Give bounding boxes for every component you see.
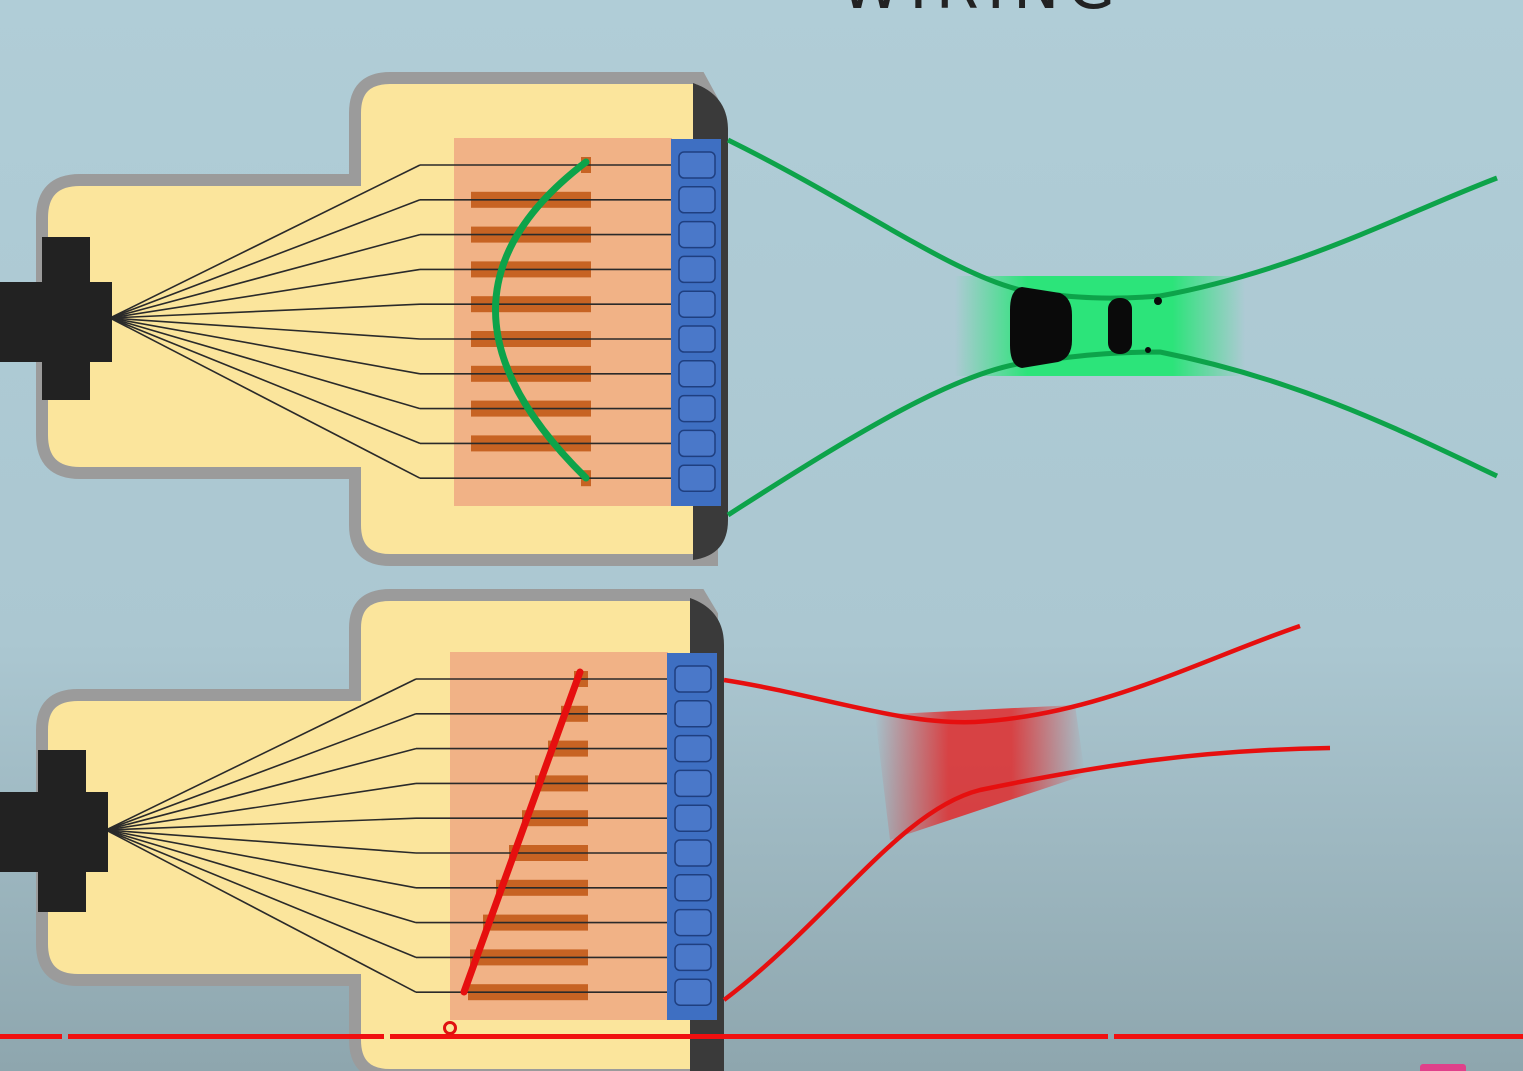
- progress-segment-1[interactable]: [0, 1034, 62, 1039]
- pin-contact: [678, 325, 716, 353]
- contacts-top: [678, 151, 716, 492]
- progress-segment-2[interactable]: [68, 1034, 384, 1039]
- fan-wire: [109, 317, 421, 445]
- fan-wire: [105, 817, 417, 831]
- pin-contact: [674, 700, 712, 728]
- diagram-title: WIRING: [840, 0, 1140, 18]
- pin-contact: [674, 804, 712, 832]
- fan-wire: [105, 829, 417, 959]
- fan-wire: [109, 303, 421, 319]
- pin-contact: [674, 734, 712, 763]
- pin-contact: [674, 769, 712, 798]
- pin-contact: [674, 665, 712, 693]
- fan-wire: [109, 317, 421, 340]
- crimp-sleeve-large: [1010, 287, 1072, 368]
- pin-contact: [674, 839, 712, 867]
- cable-boot-top: [0, 237, 112, 400]
- contacts-bottom: [674, 665, 712, 1006]
- pin-contact: [674, 978, 712, 1006]
- progress-segment-3[interactable]: [390, 1034, 1108, 1039]
- corner-badge-icon: [1420, 1064, 1466, 1071]
- connector-top: [0, 72, 728, 566]
- pair-arc-green: [492, 158, 590, 482]
- fan-wire: [109, 268, 421, 319]
- settings-marker-icon[interactable]: [443, 1021, 457, 1035]
- crimp-dot-lower: [1145, 347, 1151, 353]
- pin-contact: [678, 360, 716, 388]
- pin-contact: [678, 429, 716, 458]
- fan-wire: [109, 317, 421, 479]
- progress-segment-4[interactable]: [1114, 1034, 1523, 1039]
- pin-contact: [678, 464, 716, 492]
- fan-wire: [105, 829, 417, 993]
- fan-wire: [105, 829, 417, 924]
- fan-wire: [109, 164, 421, 319]
- pin-contact: [678, 151, 716, 179]
- pin-contact: [678, 186, 716, 214]
- pin-contact: [674, 874, 712, 902]
- cable-crossover: [722, 623, 1331, 1002]
- fan-wire: [105, 782, 417, 831]
- connector-bottom: [0, 589, 724, 1071]
- fan-wires-top: [109, 164, 672, 480]
- video-progress-bar[interactable]: [0, 1021, 1523, 1071]
- red-wire-upper: [723, 623, 1301, 725]
- green-wire-upper: [726, 137, 1498, 301]
- green-wire-lower: [726, 349, 1499, 518]
- fan-wire: [105, 678, 417, 831]
- pin-contact: [674, 908, 712, 937]
- pin-contact: [678, 220, 716, 249]
- red-wire-lower: [722, 745, 1331, 1002]
- fan-wire: [109, 317, 421, 410]
- fan-wire: [105, 747, 417, 831]
- pin-contact: [678, 290, 716, 318]
- red-glow: [875, 705, 1085, 840]
- fan-wire: [109, 199, 421, 319]
- pair-diagonal-red: [460, 668, 584, 996]
- fan-wire: [109, 233, 421, 319]
- crimp-sleeve-small: [1108, 298, 1132, 354]
- fan-wire: [109, 317, 421, 375]
- fan-wire: [105, 713, 417, 831]
- cable-straight-through: [726, 137, 1499, 518]
- cable-boot-bottom: [0, 750, 108, 912]
- crimp-dot-upper: [1154, 297, 1162, 305]
- pin-contact: [674, 943, 712, 972]
- fan-wire: [105, 829, 417, 854]
- fan-wires-bottom: [105, 678, 668, 994]
- pin-contact: [678, 394, 716, 423]
- pin-contact: [678, 255, 716, 284]
- fan-wire: [105, 829, 417, 889]
